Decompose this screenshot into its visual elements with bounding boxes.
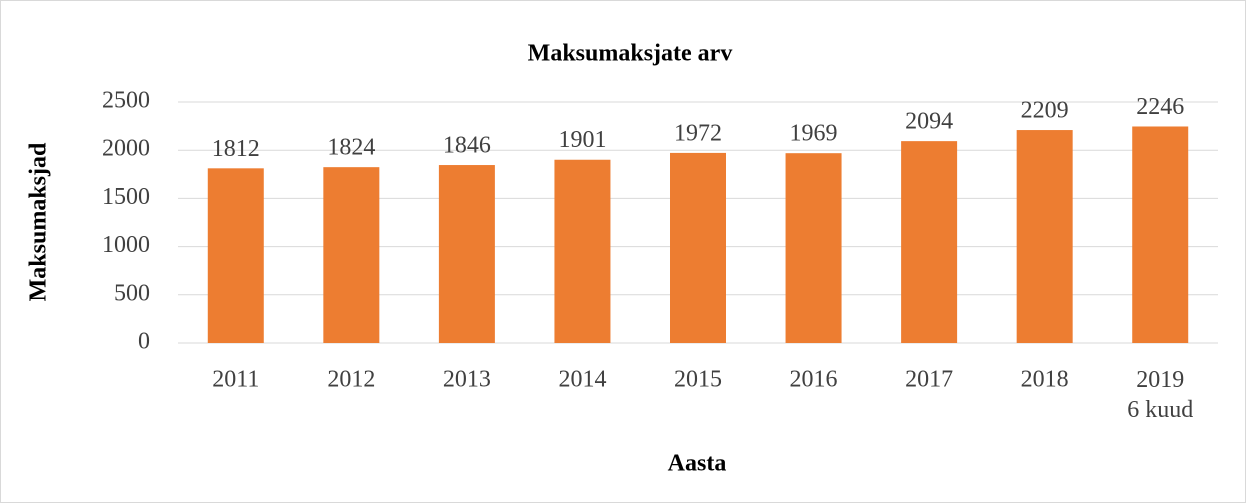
y-tick-label: 2000 <box>102 136 150 162</box>
data-label: 1969 <box>790 121 838 147</box>
chart-title: Maksumaksjate arv <box>528 41 733 67</box>
x-tick-label: 2015 <box>674 367 722 393</box>
bar <box>1016 130 1073 343</box>
data-label: 1972 <box>674 120 722 146</box>
y-tick-label: 1000 <box>102 232 150 258</box>
x-tick-label: 2011 <box>212 367 259 393</box>
y-tick-label: 0 <box>138 329 150 355</box>
bar <box>323 167 380 343</box>
bar <box>207 168 264 343</box>
x-tick-label: 2018 <box>1021 367 1069 393</box>
y-tick-label: 1500 <box>102 184 150 210</box>
data-label: 1846 <box>443 133 491 159</box>
x-tick-label: 2012 <box>327 367 375 393</box>
bar <box>1132 126 1189 344</box>
bar <box>785 153 842 343</box>
x-axis-label: Aasta <box>668 451 727 477</box>
bar <box>670 152 726 343</box>
data-label: 1901 <box>558 127 606 153</box>
x-tick-label: 2019 6 kuud <box>1127 367 1193 423</box>
x-tick-label: 2013 <box>443 367 491 393</box>
data-label: 1824 <box>327 135 375 161</box>
bar <box>901 141 958 343</box>
x-tick-label: 2016 <box>790 367 838 393</box>
bar <box>554 159 611 343</box>
data-label: 2209 <box>1021 98 1069 124</box>
x-tick-label: 2014 <box>558 367 606 393</box>
y-tick-label: 2500 <box>102 88 150 114</box>
data-label: 2094 <box>905 109 953 135</box>
data-label: 1812 <box>212 136 260 162</box>
data-label: 2246 <box>1136 94 1184 120</box>
x-tick-label: 2017 <box>905 367 953 393</box>
bar <box>438 165 495 343</box>
y-tick-label: 500 <box>114 280 150 306</box>
y-axis-label: Maksumaksjad <box>26 142 52 301</box>
